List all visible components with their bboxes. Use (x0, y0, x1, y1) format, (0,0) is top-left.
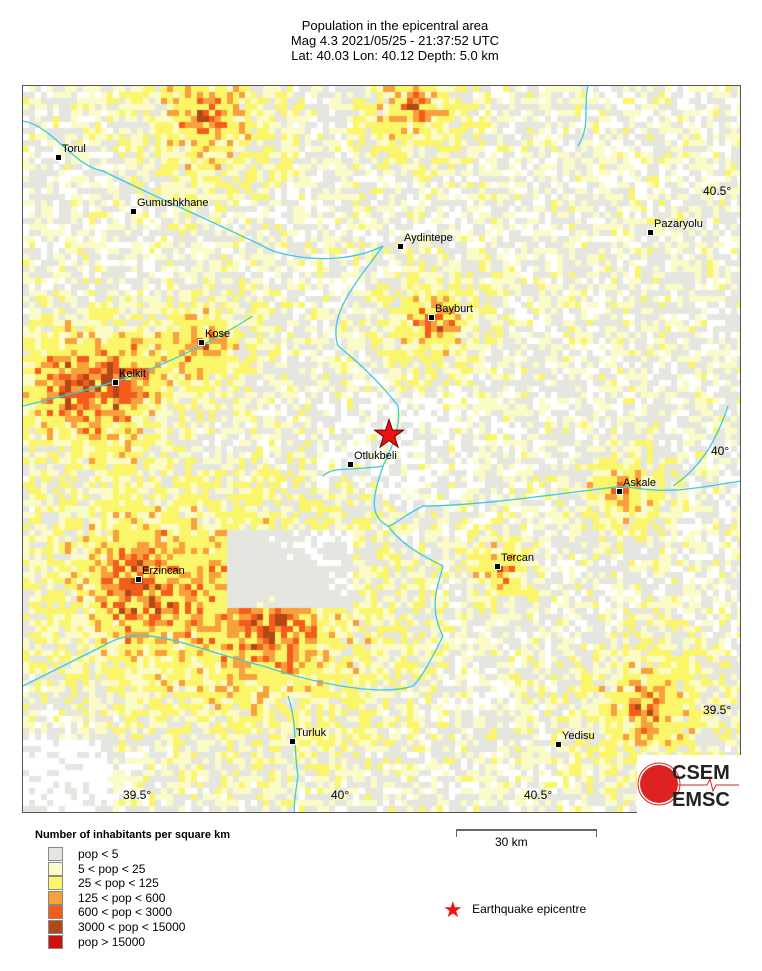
legend-swatch (48, 876, 63, 891)
lat-tick: 40° (711, 444, 730, 458)
rivers-layer (23, 86, 740, 812)
river (322, 245, 400, 477)
population-density-layer (23, 86, 740, 812)
legend-item: pop < 5 (48, 847, 208, 862)
scale-bar (456, 829, 597, 837)
river (672, 405, 729, 487)
legend-label: 3000 < pop < 15000 (78, 920, 186, 934)
legend-item: 600 < pop < 3000 (48, 905, 208, 920)
population-map[interactable]: ★ (22, 85, 741, 813)
lon-tick: 40.5° (524, 788, 553, 802)
river (23, 634, 444, 691)
legend-title: Number of inhabitants per square km (35, 829, 230, 841)
legend-item: 125 < pop < 600 (48, 890, 208, 906)
legend-swatch (48, 920, 63, 934)
legend-swatch (48, 890, 63, 905)
legend-swatch (48, 847, 63, 861)
epicentre-star-icon: ★ (371, 414, 407, 456)
river (23, 120, 384, 260)
legend-swatch (48, 905, 63, 920)
epicentre-legend: ★ Earthquake epicentre (443, 897, 587, 922)
csem-emsc-logo: CSEM EMSC (637, 755, 741, 813)
legend-item: 5 < pop < 25 (48, 861, 208, 877)
legend-label: 125 < pop < 600 (78, 890, 166, 905)
river (287, 695, 299, 812)
legend-item: 25 < pop < 125 (48, 876, 208, 891)
event-info: Mag 4.3 2021/05/25 - 21:37:52 UTC (290, 33, 500, 48)
lon-tick: 39.5° (123, 788, 152, 802)
lat-tick: 40.5° (703, 184, 732, 198)
epicentre-star-icon: ★ (443, 897, 463, 922)
lon-tick: 40° (331, 788, 350, 802)
legend-swatch (48, 861, 63, 876)
river (387, 480, 740, 527)
svg-text:CSEM: CSEM (672, 762, 730, 784)
river (577, 86, 589, 147)
lat-tick: 39.5° (703, 703, 732, 717)
river (373, 465, 444, 637)
legend-label: pop > 15000 (78, 934, 146, 949)
legend-swatch (48, 934, 63, 949)
map-title: Population in the epicentral area (301, 18, 489, 33)
legend-item: pop > 15000 (48, 934, 208, 950)
scale-label: 30 km (495, 835, 528, 849)
legend-item: 3000 < pop < 15000 (48, 920, 208, 935)
legend-label: 25 < pop < 125 (78, 876, 159, 891)
legend-label: 5 < pop < 25 (78, 861, 146, 876)
legend-label: 600 < pop < 3000 (78, 905, 173, 920)
event-location: Lat: 40.03 Lon: 40.12 Depth: 5.0 km (291, 48, 499, 63)
river (23, 315, 254, 407)
legend-label: pop < 5 (78, 847, 119, 861)
svg-text:EMSC: EMSC (672, 789, 730, 811)
